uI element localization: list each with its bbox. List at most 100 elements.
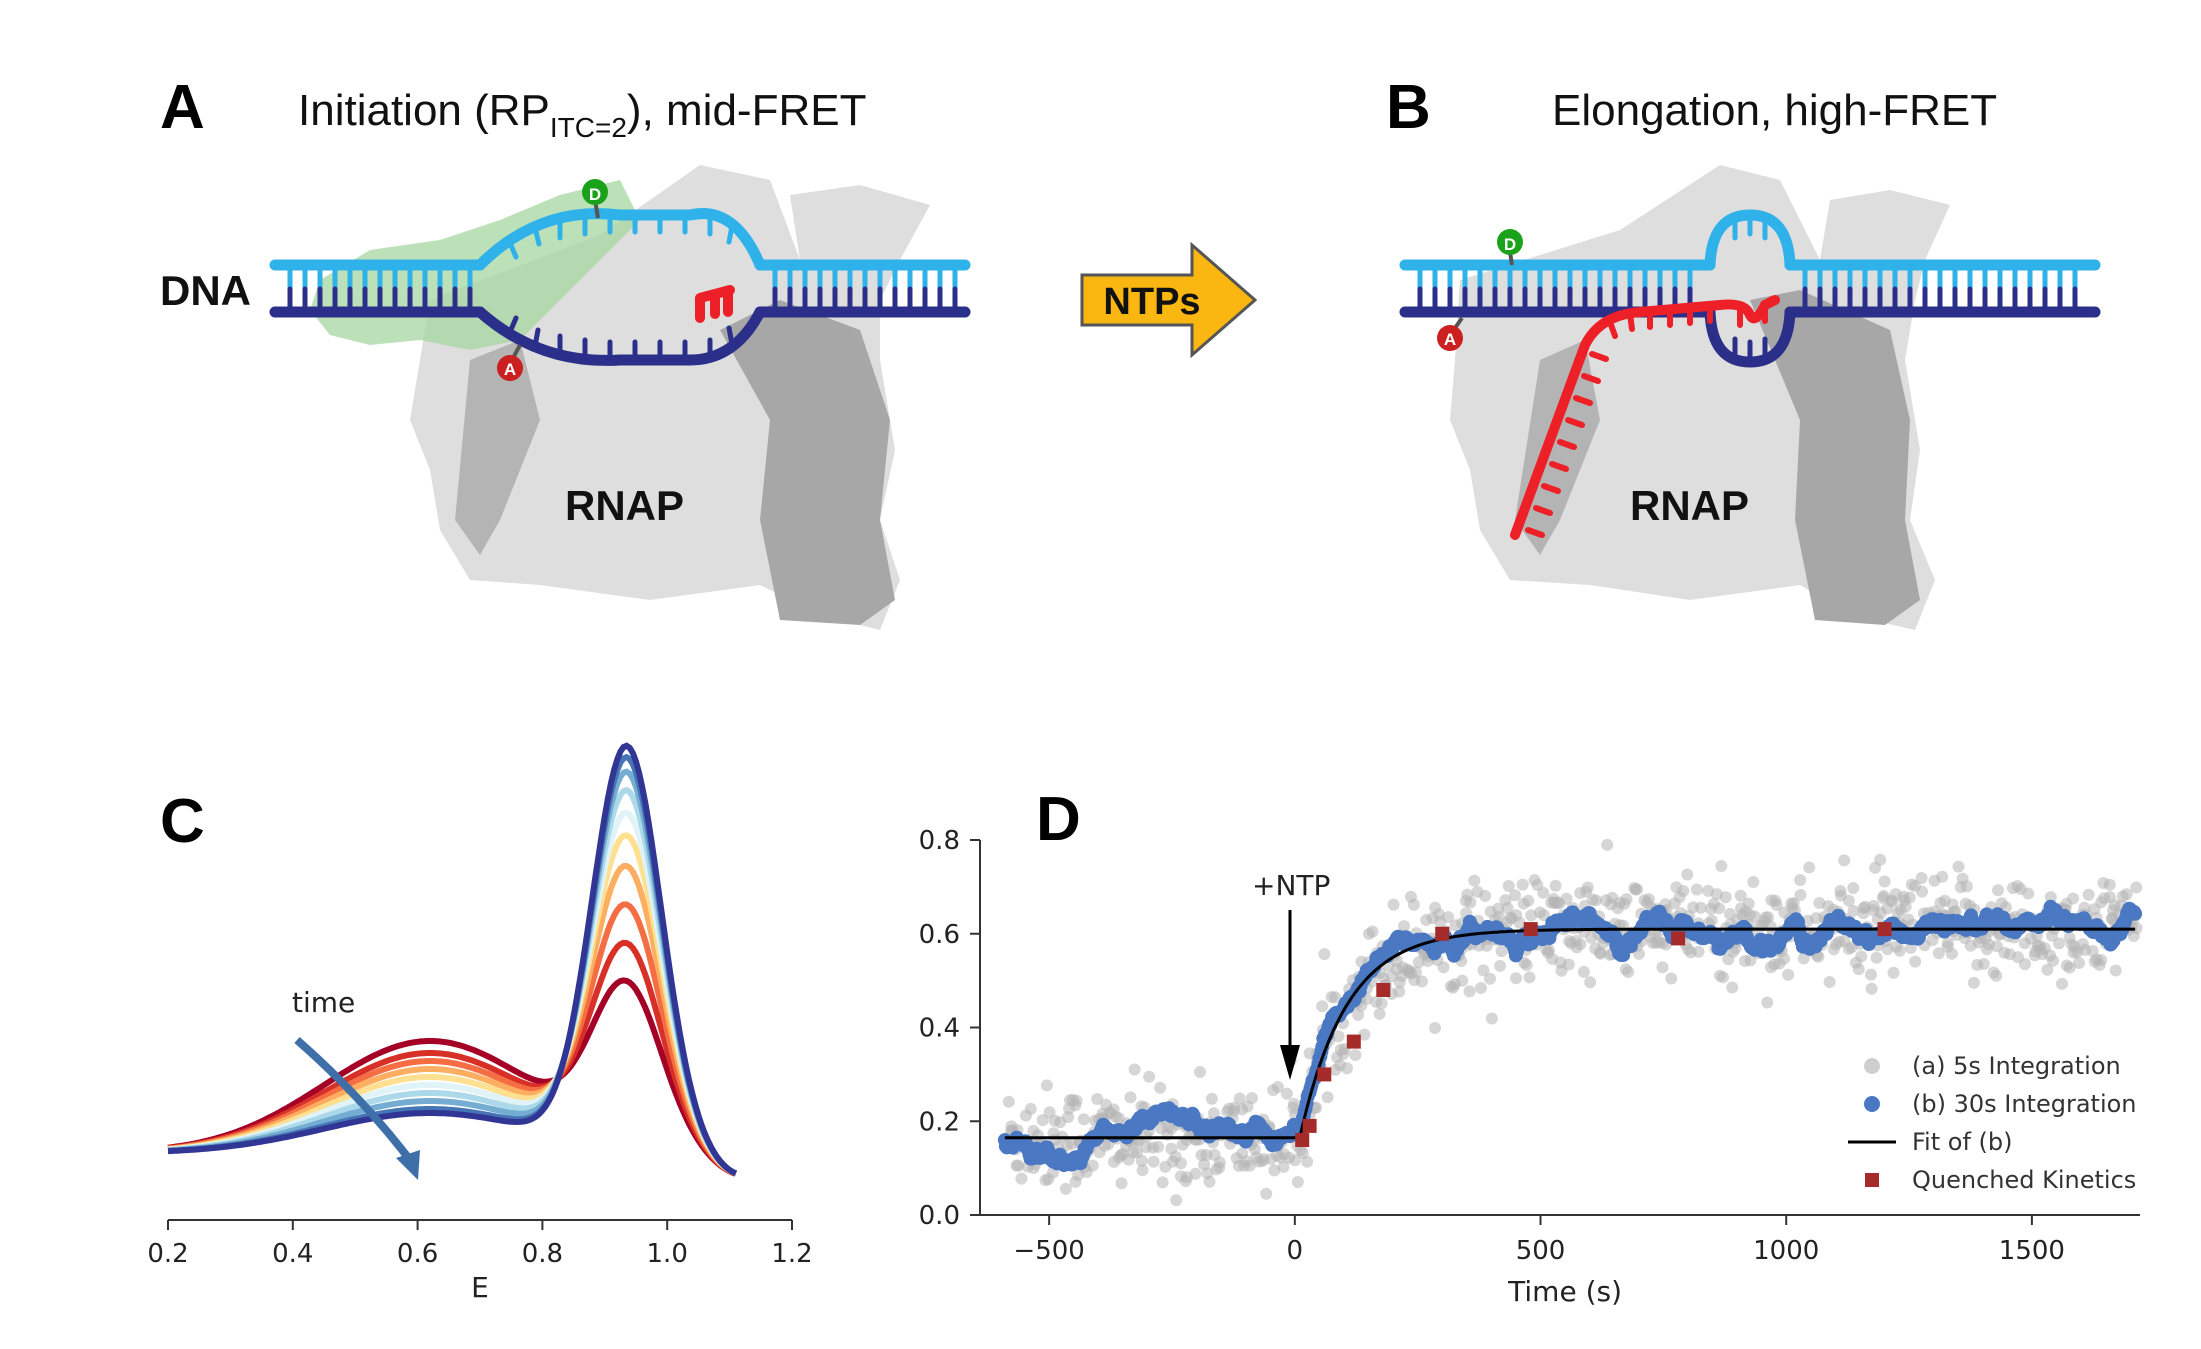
- legend-label: (b) 30s Integration: [1912, 1090, 2137, 1118]
- point-5s: [1812, 950, 1825, 963]
- donor-label-a: D: [589, 185, 601, 204]
- donor-dye-a: D: [582, 179, 608, 219]
- ntps-label: NTPs: [1103, 281, 1200, 323]
- point-5s: [1271, 1081, 1284, 1093]
- acceptor-label-b: A: [1444, 330, 1456, 349]
- point-5s: [1456, 974, 1469, 987]
- point-5s: [1143, 1070, 1156, 1083]
- point-5s: [1692, 945, 1705, 958]
- point-5s: [1694, 901, 1707, 914]
- panel-b: B Elongation, high-FRET D A: [1386, 73, 2101, 630]
- panel-b-title: Elongation, high-FRET: [1552, 86, 1997, 135]
- x-tick-label-c: 1.2: [771, 1239, 812, 1269]
- point-5s: [1870, 951, 1883, 964]
- point-5s: [1717, 971, 1729, 984]
- point-5s: [1358, 1028, 1371, 1041]
- point-5s: [1321, 1091, 1334, 1104]
- point-5s: [1967, 976, 1980, 989]
- point-5s: [1124, 1091, 1137, 1104]
- panel-d-legend: (a) 5s Integration (b) 30s Integration Fit…: [1848, 1052, 2137, 1194]
- point-5s: [1002, 1095, 1015, 1108]
- point-5s: [1778, 952, 1791, 965]
- point-5s: [1560, 892, 1573, 905]
- point-5s: [1803, 861, 1816, 874]
- x-tick-label-c: 0.4: [272, 1239, 313, 1269]
- quenched-point: [1523, 922, 1538, 937]
- donor-dye-b: D: [1497, 229, 1523, 266]
- point-5s: [1887, 966, 1900, 979]
- point-5s: [2103, 878, 2116, 891]
- point-5s: [1909, 955, 1922, 968]
- point-5s: [1091, 1093, 1104, 1105]
- point-5s: [2053, 937, 2066, 950]
- point-5s: [1977, 958, 1990, 970]
- point-5s: [2044, 891, 2057, 904]
- point-5s: [1429, 1022, 1441, 1034]
- point-5s: [1213, 1161, 1226, 1174]
- point-5s: [1852, 963, 1865, 976]
- legend-marker-5s: [1864, 1058, 1880, 1074]
- quenched-point: [1435, 926, 1450, 941]
- point-5s: [1318, 948, 1331, 961]
- point-5s: [1620, 893, 1633, 906]
- point-5s: [2095, 954, 2108, 967]
- x-tick-label-d: 1500: [1999, 1236, 2065, 1266]
- point-5s: [2022, 887, 2035, 900]
- point-5s: [1631, 883, 1644, 896]
- point-5s: [1175, 1157, 1187, 1170]
- point-5s: [1291, 1176, 1304, 1188]
- point-5s: [1268, 1164, 1281, 1177]
- point-5s: [1289, 1154, 1302, 1167]
- point-5s: [1537, 886, 1550, 899]
- point-5s: [1510, 972, 1522, 985]
- point-5s: [1770, 899, 1783, 911]
- acceptor-label-a: A: [504, 360, 516, 379]
- point-5s: [1387, 898, 1400, 911]
- point-5s: [1742, 897, 1755, 910]
- point-5s: [1665, 972, 1678, 985]
- point-5s: [1136, 1164, 1149, 1177]
- point-5s: [1522, 894, 1535, 907]
- point-5s: [1233, 1092, 1246, 1105]
- point-5s: [1393, 985, 1406, 998]
- point-5s: [1484, 972, 1496, 985]
- point-5s: [1842, 894, 1855, 907]
- panel-c-curves: [167, 742, 738, 1177]
- point-5s: [1516, 878, 1529, 891]
- rnap-clamp-b: [1515, 340, 1600, 555]
- point-5s: [1952, 860, 1965, 873]
- point-5s: [1463, 985, 1476, 998]
- point-5s: [2109, 964, 2122, 977]
- rnap-jaw-a: [720, 300, 895, 625]
- point-5s: [1502, 880, 1515, 892]
- ntp-annotation: +NTP: [1252, 869, 1330, 902]
- point-5s: [2063, 961, 2076, 974]
- point-5s: [1945, 947, 1958, 960]
- point-5s: [1719, 891, 1732, 904]
- point-5s: [1960, 880, 1973, 893]
- rna-primer-a: [695, 285, 735, 323]
- rna-transcript-b: [1510, 295, 1780, 540]
- ntps-arrow: NTPs: [1080, 241, 1258, 359]
- y-tick-label-d: 0.8: [919, 826, 960, 856]
- point-5s: [1407, 898, 1420, 911]
- point-5s: [1437, 961, 1450, 974]
- rnap-clamp-a: [455, 340, 540, 555]
- point-5s: [1577, 965, 1590, 978]
- point-5s: [1477, 964, 1490, 977]
- point-5s: [1040, 1079, 1053, 1092]
- point-5s: [1520, 959, 1533, 971]
- point-5s: [1203, 1175, 1216, 1188]
- x-axis-title-d: Time (s): [1507, 1275, 1622, 1308]
- x-tick-label-c: 0.6: [397, 1239, 438, 1269]
- point-5s: [1715, 860, 1728, 872]
- point-5s: [1761, 996, 1774, 1009]
- quenched-point: [1671, 931, 1686, 946]
- point-5s: [2130, 922, 2143, 935]
- point-5s: [1135, 1154, 1148, 1167]
- point-5s: [1681, 868, 1694, 881]
- panel-d-letter: D: [1036, 785, 1081, 854]
- point-5s: [1847, 904, 1860, 917]
- point-5s: [1260, 1187, 1273, 1200]
- point-5s: [1656, 961, 1669, 974]
